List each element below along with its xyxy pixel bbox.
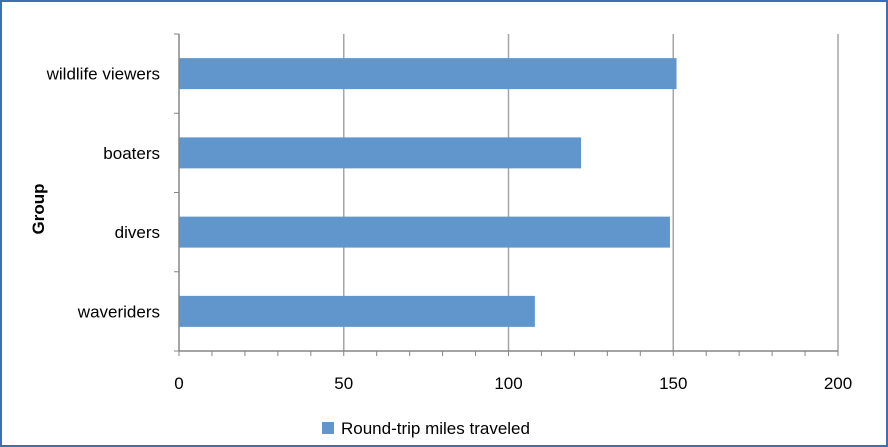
legend: Round-trip miles traveled (322, 419, 530, 438)
bar-wildlife-viewers (179, 58, 677, 90)
legend-label: Round-trip miles traveled (341, 419, 530, 438)
x-tick-label-150: 150 (659, 374, 687, 393)
y-tick-label-wildlife-viewers: wildlife viewers (46, 65, 160, 84)
y-axis-title: Group (29, 184, 48, 235)
legend-swatch (322, 422, 334, 434)
bar-boaters (179, 137, 581, 169)
y-tick-label-divers: divers (115, 223, 160, 242)
x-tick-label-100: 100 (494, 374, 522, 393)
x-tick-label-200: 200 (824, 374, 852, 393)
x-tick-label-0: 0 (174, 374, 183, 393)
bar-waveriders (179, 295, 535, 327)
bar-divers (179, 216, 670, 248)
y-tick-label-boaters: boaters (103, 144, 160, 163)
bars (179, 58, 677, 327)
y-tick-label-waveriders: waveriders (77, 302, 160, 321)
axes (174, 33, 839, 356)
labels: 0 50 100 150 200 wildlife viewers boaters diver… (46, 65, 853, 393)
x-tick-label-50: 50 (334, 374, 353, 393)
